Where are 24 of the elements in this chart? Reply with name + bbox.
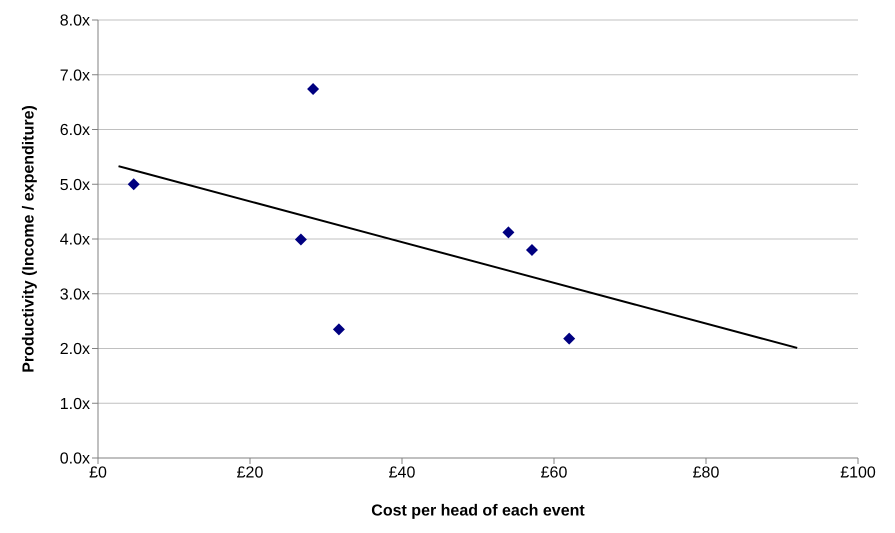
y-tick-label: 8.0x <box>60 12 90 30</box>
x-tick-label: £20 <box>236 464 264 482</box>
x-tick-label: £0 <box>89 464 107 482</box>
x-axis-title: Cost per head of each event <box>371 502 586 520</box>
y-tick-label: 3.0x <box>60 286 90 304</box>
y-axis-title: Productivity (Income / expenditure) <box>20 105 38 373</box>
point <box>128 178 140 190</box>
point <box>294 234 307 246</box>
x-tick-label: £40 <box>388 464 416 482</box>
point <box>563 332 576 345</box>
point <box>332 323 345 336</box>
x-tick-label: £100 <box>840 464 876 482</box>
y-tick-label: 2.0x <box>60 341 90 358</box>
x-tick-label: £80 <box>692 464 720 482</box>
y-tick-label: 5.0x <box>60 176 90 194</box>
y-tick-label: 4.0x <box>60 232 90 249</box>
y-tick-label: 6.0x <box>60 122 90 140</box>
point <box>526 244 538 256</box>
x-tick-label: £60 <box>540 464 568 482</box>
y-tick-label: 1.0x <box>60 396 90 413</box>
point <box>307 82 320 95</box>
y-tick-label: 0.0x <box>60 450 90 468</box>
point <box>502 226 514 238</box>
y-tick-label: 7.0x <box>60 67 90 84</box>
